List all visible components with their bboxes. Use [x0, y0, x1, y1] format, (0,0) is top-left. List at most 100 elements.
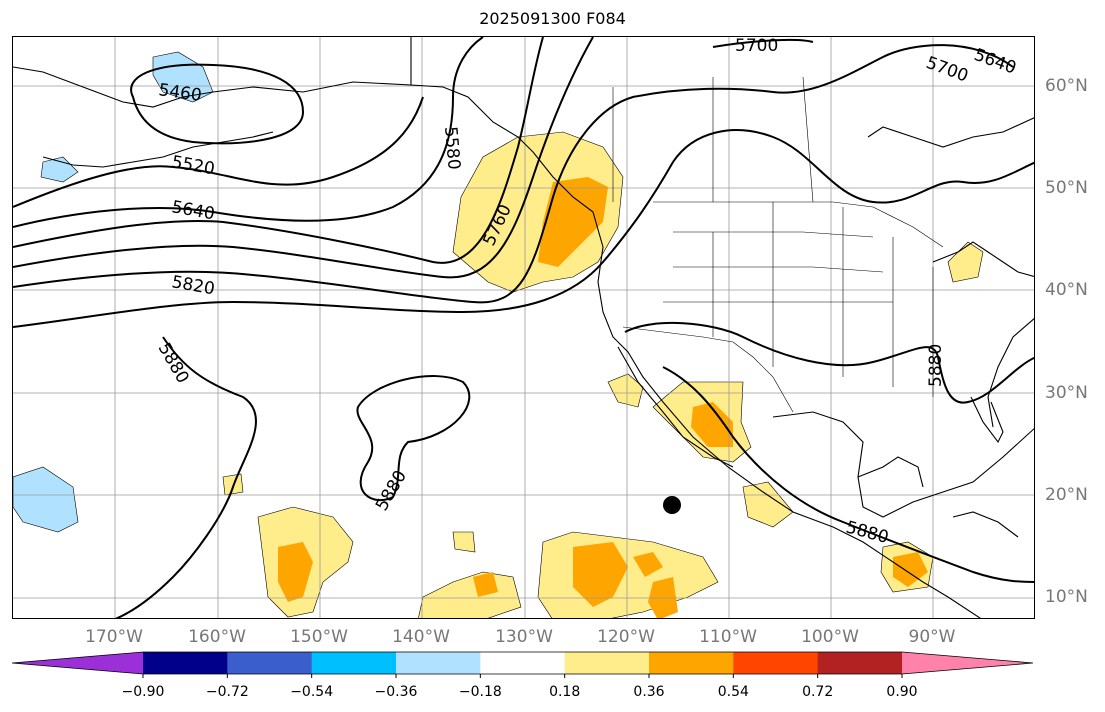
colorbar-tick-label: 0.54 — [717, 684, 749, 700]
coast-florida — [970, 396, 1004, 444]
colorbar-segment — [396, 652, 481, 674]
shade-ep-core-4 — [473, 572, 498, 597]
contour-label-5700-n: 5700 — [735, 37, 778, 56]
contour-label-5820: 5820 — [170, 272, 216, 299]
lon-label-150w: 150°W — [290, 627, 348, 647]
contour-5700-w — [13, 37, 594, 279]
colorbar-segment — [649, 652, 734, 674]
colorbar-segment — [143, 652, 228, 674]
contour-5880-w — [115, 336, 257, 618]
map-title: 2025091300 F084 — [479, 9, 626, 28]
coast-north-america — [410, 37, 981, 618]
contour-5880-s — [662, 366, 1034, 583]
contour-label-5640-e: 5640 — [971, 45, 1018, 79]
colorbar-tick-label: −0.54 — [290, 684, 334, 700]
colorbar-segment — [817, 652, 903, 674]
map-canvas: 5460 5520 5580 5640 5700 5700 5640 5760 … — [13, 37, 1034, 618]
coast-cuba — [952, 511, 1019, 538]
colorbar-segments — [11, 651, 1034, 678]
shade-small-2 — [452, 531, 476, 553]
contour-5700-e — [712, 38, 814, 48]
colorbar-tick-label: 0.72 — [802, 684, 834, 700]
lon-label-110w: 110°W — [699, 627, 757, 647]
colorbar-tick-label: −0.72 — [205, 684, 249, 700]
shade-great-lakes — [947, 241, 984, 283]
colorbar-segment — [480, 652, 566, 674]
contour-label-5880-e: 5880 — [926, 344, 946, 387]
coast-great-lakes — [932, 241, 1034, 278]
border-us-mexico — [622, 326, 794, 413]
shade-pnw-core — [538, 177, 608, 267]
lat-label-50n: 50°N — [1045, 178, 1088, 198]
shade-mexico-core — [691, 402, 733, 447]
lon-label-90w: 90°W — [908, 627, 956, 647]
lat-label-30n: 30°N — [1045, 383, 1088, 403]
lat-label-20n: 20°N — [1045, 485, 1088, 505]
shade-central-am-core — [893, 552, 928, 587]
contour-5520 — [13, 96, 424, 208]
lon-label-100w: 100°W — [801, 627, 859, 647]
lat-label-40n: 40°N — [1045, 280, 1088, 300]
coast-gulf — [772, 411, 1034, 518]
contour-label-5520: 5520 — [170, 152, 216, 179]
contour-label-5880-s: 5880 — [844, 518, 891, 549]
coast-aleutians — [42, 131, 274, 168]
shade-ep-core-3 — [648, 577, 678, 618]
colorbar-segment — [564, 652, 650, 674]
border-us-states-1 — [663, 202, 934, 397]
contour-label-5880-c: 5880 — [372, 467, 411, 514]
height-contours — [13, 37, 1034, 618]
lat-label-60n: 60°N — [1045, 76, 1088, 96]
shade-ep-2 — [418, 571, 522, 618]
shade-ep-core-2 — [633, 552, 663, 577]
contour-label-group: 5460 5520 5580 5640 5700 5700 5640 5760 … — [154, 37, 1019, 548]
contour-label-5640-w: 5640 — [170, 197, 216, 224]
coast-east — [987, 318, 1034, 428]
contour-5880-c — [356, 375, 471, 502]
coast-yucatan — [857, 456, 924, 488]
colorbar-segment — [227, 652, 313, 674]
coast-baja — [617, 346, 734, 468]
colorbar-segment — [733, 652, 819, 674]
colorbar-tick-label: 0.36 — [633, 684, 665, 700]
colorbar-tick-label: −0.90 — [121, 684, 165, 700]
shade-pacific-blue — [13, 466, 79, 533]
contour-5640 — [13, 37, 544, 264]
graticule — [13, 37, 1034, 618]
colorbar-extend-high — [902, 652, 1033, 674]
contour-label-5880-w: 5880 — [154, 340, 193, 387]
shade-hawaii-core — [278, 542, 313, 602]
contour-5760 — [13, 44, 1014, 304]
contour-label-5580: 5580 — [440, 126, 464, 171]
colorbar-tick-label: 0.90 — [886, 684, 918, 700]
shade-baja — [607, 373, 644, 408]
contour-5460 — [130, 63, 305, 145]
colorbar — [11, 651, 1034, 678]
colorbar-segment — [311, 652, 397, 674]
lon-label-140w: 140°W — [392, 627, 450, 647]
shade-ep-1 — [537, 531, 719, 618]
colorbar-tick-label: −0.36 — [374, 684, 418, 700]
lon-label-170w: 170°W — [85, 627, 143, 647]
colorbar-tick-label: −0.18 — [458, 684, 502, 700]
contour-label-5700-e: 5700 — [923, 53, 970, 87]
lat-label-10n: 10°N — [1045, 587, 1088, 607]
shade-small-1 — [742, 481, 794, 528]
lon-label-120w: 120°W — [597, 627, 655, 647]
shade-bering-blue — [40, 156, 79, 183]
contour-5820 — [13, 129, 1034, 328]
coastlines — [13, 37, 1034, 618]
colorbar-extend-low — [12, 652, 143, 674]
colorbar-tick-label: 0.18 — [549, 684, 581, 700]
border-us-canada — [653, 201, 944, 248]
map-panel: 5460 5520 5580 5640 5700 5700 5640 5760 … — [12, 36, 1035, 619]
shade-pnw — [452, 131, 624, 293]
contour-5580 — [13, 37, 484, 228]
shade-ep-core-1 — [573, 542, 628, 607]
lon-label-160w: 160°W — [188, 627, 246, 647]
coast-hudson — [867, 117, 1034, 148]
strong-anomaly-shading — [278, 177, 928, 618]
storm-position-marker — [663, 496, 681, 514]
coast-alaska-south — [13, 66, 412, 108]
contour-5880-e — [624, 321, 1034, 404]
